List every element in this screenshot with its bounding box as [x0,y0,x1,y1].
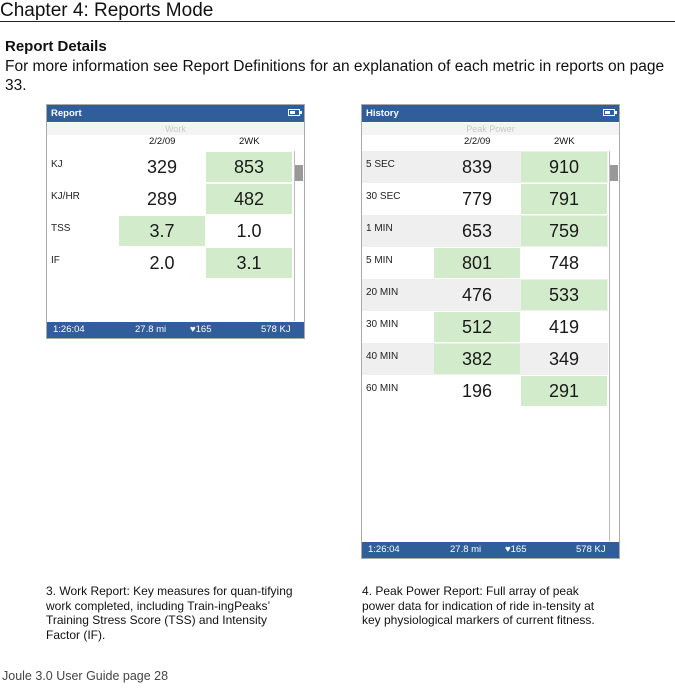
history-status-bar: 1:26:04 27.8 mi ♥165 578 KJ [362,542,619,558]
ride-distance: 27.8 mi [135,324,167,335]
value-date: 653 [461,221,493,241]
value-date: 2.0 [149,253,175,273]
value-date: 382 [434,344,520,374]
table-row: KJ 329 853 [47,151,293,183]
row-label: 30 MIN [366,319,399,330]
value-period: 533 [521,280,607,310]
table-row: 40 MIN 382 349 [362,343,608,375]
heart-icon: ♥ [190,324,196,335]
row-label: KJ [51,159,63,170]
table-row: 1 MIN 653 759 [362,215,608,247]
table-row: 5 SEC 839 910 [362,151,608,183]
row-label: 5 SEC [366,159,395,170]
value-date: 512 [434,312,520,342]
value-date: 779 [461,189,493,209]
report-screen-title: Report [51,108,82,119]
section-title: Report Details [5,38,107,55]
ride-time: 1:26:04 [53,324,85,335]
row-label: TSS [51,223,71,234]
page-footer: Joule 3.0 User Guide page 28 [2,669,169,683]
value-date: 839 [461,157,493,177]
history-screen-title: History [366,108,399,119]
row-label: IF [51,255,60,266]
chapter-divider [0,21,675,22]
scrollbar-thumb[interactable] [295,165,303,181]
value-date: 196 [461,381,493,401]
heart-rate: ♥165 [190,324,212,335]
table-row: KJ/HR 289 482 [47,183,293,215]
report-scrollbar[interactable] [294,151,303,321]
row-label: 30 SEC [366,191,401,202]
row-label: KJ/HR [51,191,80,202]
table-row: 20 MIN 476 533 [362,279,608,311]
row-label: 60 MIN [366,383,399,394]
scrollbar-thumb[interactable] [610,165,618,181]
ride-energy: 578 KJ [576,544,606,555]
ride-time: 1:26:04 [368,544,400,555]
value-date: 801 [434,248,520,278]
history-scrollbar[interactable] [609,151,618,541]
value-period: 910 [521,152,607,182]
table-row: TSS 3.7 1.0 [47,215,293,247]
value-date: 3.7 [119,216,205,246]
table-row: 30 SEC 779 791 [362,183,608,215]
battery-icon [288,109,302,116]
value-date: 329 [146,157,178,177]
value-period: 748 [548,253,580,273]
history-screen-header: History [362,105,619,122]
row-label: 5 MIN [366,255,393,266]
value-period: 349 [548,349,580,369]
row-label: 40 MIN [366,351,399,362]
column-period: 2WK [554,136,575,147]
ride-energy: 578 KJ [261,324,291,335]
chapter-title: Chapter 4: Reports Mode [0,0,214,21]
report-screen-subtitle: Work [47,123,304,135]
intro-paragraph: For more information see Report Definiti… [5,58,665,94]
column-date: 2/2/09 [464,136,491,147]
value-date: 289 [146,189,178,209]
value-period: 3.1 [206,248,292,278]
value-period: 1.0 [236,221,262,241]
ride-distance: 27.8 mi [450,544,482,555]
column-period: 2WK [239,136,260,147]
table-row: IF 2.0 3.1 [47,247,293,279]
value-period: 759 [521,216,607,246]
history-screen: History Peak Power 2/2/09 2WK 5 SEC 839 91… [361,104,620,559]
value-period: 853 [206,152,292,182]
battery-icon [603,109,617,116]
caption-work-report: 3. Work Report: Key measures for quan-ti… [46,584,293,642]
history-screen-subtitle: Peak Power [362,123,619,135]
table-row: 60 MIN 196 291 [362,375,608,407]
heart-rate: ♥165 [505,544,527,555]
report-status-bar: 1:26:04 27.8 mi ♥165 578 KJ [47,322,304,338]
heart-icon: ♥ [505,544,511,555]
row-label: 20 MIN [366,287,399,298]
value-period: 482 [206,184,292,214]
value-period: 291 [521,376,607,406]
value-period: 419 [548,317,580,337]
value-date: 476 [461,285,493,305]
row-label: 1 MIN [366,223,393,234]
column-date: 2/2/09 [149,136,176,147]
table-row: 5 MIN 801 748 [362,247,608,279]
table-row: 30 MIN 512 419 [362,311,608,343]
caption-peak-power-report: 4. Peak Power Report: Full array of peak… [362,584,595,627]
value-period: 791 [521,184,607,214]
report-screen: Report Work 2/2/09 2WK KJ 329 853 KJ/HR 289 4… [46,104,305,339]
report-screen-header: Report [47,105,304,122]
